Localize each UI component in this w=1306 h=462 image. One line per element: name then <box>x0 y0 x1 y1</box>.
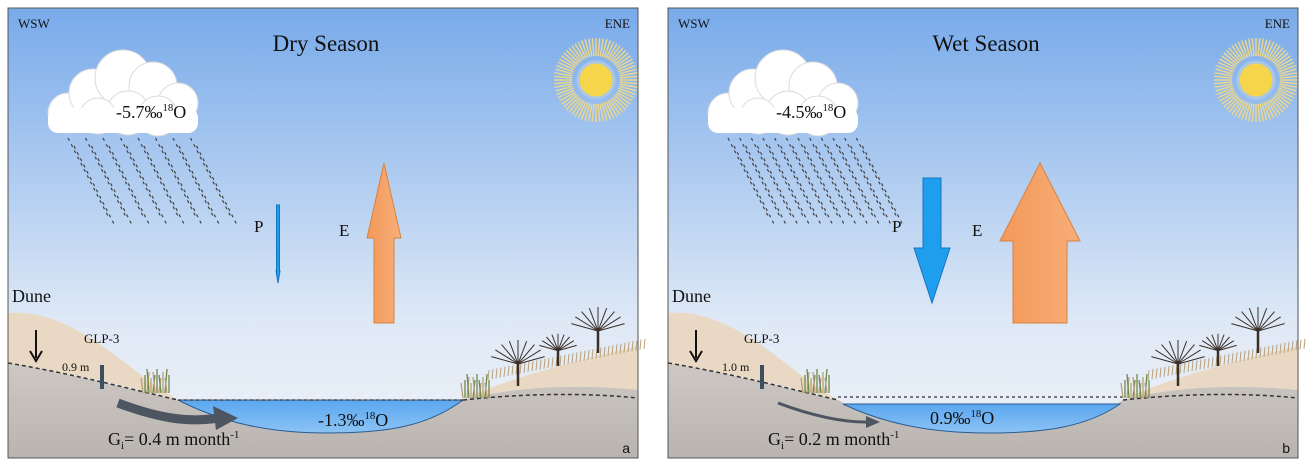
panel: WSWENEWet Season-4.5‰18OPEDuneGLP-31.0 m… <box>668 8 1305 458</box>
precipitation-label: P <box>254 217 263 236</box>
isotope-mass: 18 <box>971 408 982 420</box>
well-label: GLP-3 <box>744 331 779 346</box>
isotope-mass: 18 <box>163 102 174 114</box>
water-depth: 1.0 m <box>722 360 750 374</box>
grass <box>1300 340 1301 350</box>
groundwater-inflow: Gi= 0.2 m month-1 <box>768 429 899 452</box>
rain-isotope: -5.7‰18O <box>116 102 186 122</box>
dune-label: Dune <box>12 286 51 306</box>
grass <box>1304 339 1305 349</box>
precipitation-label: P <box>892 217 901 236</box>
gi-text: = 0.4 m month <box>124 429 230 449</box>
dune-label: Dune <box>672 286 711 306</box>
direction-left: WSW <box>678 16 711 31</box>
isotope-value: 0.9‰ <box>930 408 971 428</box>
isotope-element: O <box>173 102 186 122</box>
lake-isotope: -1.3‰18O <box>318 410 388 430</box>
grass <box>640 340 641 350</box>
evaporation-label: E <box>972 221 982 240</box>
well <box>760 365 764 389</box>
sun <box>1238 62 1274 98</box>
isotope-value: -4.5‰ <box>776 102 823 122</box>
isotope-element: O <box>981 408 994 428</box>
precipitation-arrow <box>276 205 280 283</box>
direction-right: ENE <box>1265 16 1290 31</box>
panel-letter: b <box>1282 440 1290 456</box>
isotope-value: -5.7‰ <box>116 102 163 122</box>
diagram: WSWENEDry Season-5.7‰18OPEDuneGLP-30.9 m… <box>0 0 1306 462</box>
lake-isotope: 0.9‰18O <box>930 408 994 428</box>
well <box>100 365 104 389</box>
evaporation-label: E <box>339 221 349 240</box>
isotope-mass: 18 <box>823 102 834 114</box>
panel-title: Wet Season <box>932 31 1040 56</box>
direction-right: ENE <box>605 16 630 31</box>
panel-title: Dry Season <box>273 31 380 56</box>
isotope-element: O <box>375 410 388 430</box>
groundwater-inflow: Gi= 0.4 m month-1 <box>108 429 239 452</box>
gi-exponent: -1 <box>230 429 239 441</box>
isotope-mass: 18 <box>365 410 376 422</box>
well-label: GLP-3 <box>84 331 119 346</box>
gi-symbol: G <box>108 429 121 449</box>
sun <box>578 62 614 98</box>
rain-isotope: -4.5‰18O <box>776 102 846 122</box>
grass <box>644 339 645 349</box>
direction-left: WSW <box>18 16 51 31</box>
panel-letter: a <box>622 440 630 456</box>
gi-exponent: -1 <box>890 429 899 441</box>
isotope-value: -1.3‰ <box>318 410 365 430</box>
gi-text: = 0.2 m month <box>784 429 890 449</box>
water-depth: 0.9 m <box>62 360 90 374</box>
isotope-element: O <box>833 102 846 122</box>
gi-symbol: G <box>768 429 781 449</box>
